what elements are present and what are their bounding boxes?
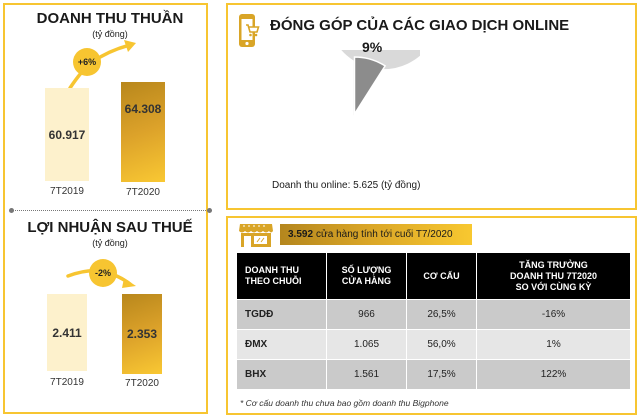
cell-chain: BHX	[237, 359, 327, 389]
table-header-row: DOANH THU THEO CHUỖI SỐ LƯỢNG CỬA HÀNG CƠ …	[237, 253, 630, 299]
cell-chain: ĐMX	[237, 329, 327, 359]
profit-bar-label-2019: 7T2019	[50, 377, 84, 388]
revenue-bar-2019: 60.917	[45, 88, 89, 181]
store-count-value: 3.592	[288, 229, 314, 240]
cell-chain: TGDĐ	[237, 299, 327, 329]
cell-store-count: 1.065	[327, 329, 407, 359]
header-chain: DOANH THU THEO CHUỖI	[237, 253, 327, 299]
financial-summary-panel	[3, 3, 208, 414]
section-divider	[10, 210, 212, 211]
profit-bar-2019: 2.411	[47, 294, 87, 371]
revenue-unit: (tỷ đồng)	[92, 29, 128, 39]
cell-growth: -16%	[477, 299, 630, 329]
cell-share: 17,5%	[407, 359, 477, 389]
profit-unit: (tỷ đồng)	[92, 238, 128, 248]
footnote: * Cơ cấu doanh thu chưa bao gồm doanh th…	[240, 398, 449, 408]
cell-growth: 1%	[477, 329, 630, 359]
revenue-growth-badge: +6%	[73, 48, 101, 76]
revenue-bar-label-2019: 7T2019	[50, 186, 84, 197]
store-count-text: cửa hàng tính tới cuối T7/2020	[316, 229, 453, 240]
cell-share: 56,0%	[407, 329, 477, 359]
cell-share: 26,5%	[407, 299, 477, 329]
table-row: TGDĐ 966 26,5% -16%	[237, 299, 630, 329]
storefront-icon	[239, 224, 273, 247]
cell-store-count: 966	[327, 299, 407, 329]
pie-slice-online	[353, 56, 387, 117]
online-title: ĐÓNG GÓP CỦA CÁC GIAO DỊCH ONLINE	[270, 17, 570, 34]
table-row: ĐMX 1.065 56,0% 1%	[237, 329, 630, 359]
online-revenue-caption: Doanh thu online: 5.625 (tỷ đồng)	[272, 180, 421, 191]
revenue-title: DOANH THU THUẦN	[36, 10, 184, 27]
store-chain-table: DOANH THU THEO CHUỖI SỐ LƯỢNG CỬA HÀNG CƠ …	[237, 253, 630, 389]
header-share: CƠ CẤU	[407, 253, 477, 299]
header-growth: TĂNG TRƯỞNG DOANH THU 7T2020 SO VỚI CÙNG K…	[477, 253, 630, 299]
table-row: BHX 1.561 17,5% 122%	[237, 359, 630, 389]
revenue-bar-label-2020: 7T2020	[126, 187, 160, 198]
online-contribution-panel	[226, 3, 637, 210]
revenue-bar-2020: 64.308	[121, 82, 165, 182]
profit-bar-2020: 2.353	[122, 294, 162, 374]
online-pie-chart	[339, 50, 420, 121]
store-count-banner: 3.592 cửa hàng tính tới cuối T7/2020	[280, 224, 472, 245]
profit-growth-badge: -2%	[89, 259, 117, 287]
profit-bar-label-2020: 7T2020	[125, 378, 159, 389]
cell-growth: 122%	[477, 359, 630, 389]
header-store-count: SỐ LƯỢNG CỬA HÀNG	[327, 253, 407, 299]
pie-slice-label: 9%	[362, 39, 383, 55]
profit-title: LỢI NHUẬN SAU THUẾ	[27, 219, 193, 236]
divider-dot-right	[207, 208, 212, 213]
cell-store-count: 1.561	[327, 359, 407, 389]
mobile-cart-icon	[239, 14, 260, 47]
